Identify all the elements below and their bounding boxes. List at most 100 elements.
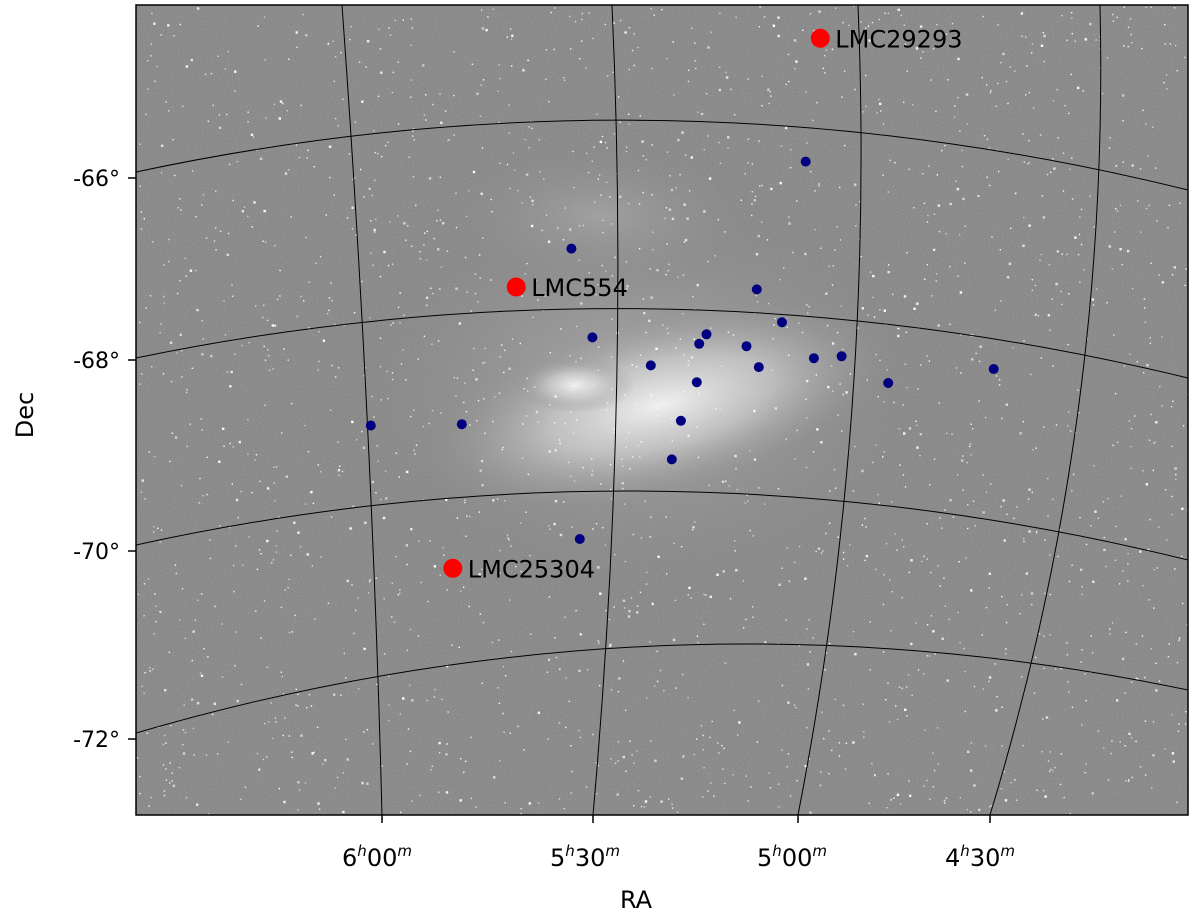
star	[995, 105, 997, 107]
star	[947, 79, 949, 81]
star	[1031, 279, 1033, 281]
star	[796, 200, 798, 202]
star	[933, 458, 936, 460]
star	[484, 347, 486, 350]
star	[481, 568, 483, 571]
star	[932, 630, 935, 633]
star	[572, 150, 574, 153]
star	[1111, 740, 1113, 742]
star	[1008, 262, 1012, 266]
star	[349, 38, 351, 41]
star	[1125, 780, 1127, 782]
star	[160, 144, 164, 147]
star	[318, 808, 321, 810]
star	[205, 754, 208, 756]
star	[272, 368, 274, 370]
star	[1041, 751, 1043, 753]
star	[509, 732, 511, 734]
star	[954, 105, 956, 107]
star	[297, 531, 300, 534]
star	[568, 15, 571, 18]
star	[1156, 567, 1158, 569]
star	[1056, 89, 1058, 91]
star	[173, 35, 175, 37]
star	[718, 752, 720, 754]
star	[865, 105, 867, 107]
star	[280, 606, 283, 609]
star	[503, 562, 506, 564]
star	[1142, 109, 1144, 112]
star	[1052, 365, 1054, 367]
star	[525, 415, 528, 417]
star	[1130, 428, 1133, 430]
star	[521, 295, 523, 297]
star	[497, 90, 499, 92]
star	[804, 252, 807, 256]
star	[382, 516, 386, 520]
star	[1130, 681, 1133, 684]
star	[1137, 200, 1139, 202]
star	[1175, 478, 1177, 481]
star	[721, 480, 725, 483]
star	[917, 388, 919, 390]
star	[581, 12, 583, 15]
star	[569, 475, 572, 478]
star	[227, 232, 230, 235]
star	[399, 713, 401, 715]
star	[597, 566, 600, 569]
star	[189, 423, 191, 425]
star	[1179, 202, 1181, 204]
star	[160, 323, 162, 325]
star	[673, 94, 675, 96]
star	[619, 19, 622, 22]
star	[949, 265, 951, 268]
star	[1103, 747, 1105, 749]
star	[990, 804, 993, 807]
highlight-point	[443, 558, 463, 578]
star	[1161, 336, 1163, 338]
star	[1095, 39, 1097, 41]
star	[883, 451, 885, 453]
star	[611, 318, 613, 320]
star	[263, 345, 265, 348]
star	[696, 426, 698, 428]
star	[1066, 642, 1068, 644]
star	[573, 186, 575, 189]
star	[1127, 26, 1130, 29]
star	[998, 379, 1001, 381]
star	[888, 721, 891, 723]
star	[595, 294, 597, 296]
star	[1139, 231, 1142, 233]
star	[145, 307, 147, 309]
star	[405, 544, 409, 547]
star	[1143, 307, 1146, 309]
star	[410, 18, 412, 20]
star	[671, 440, 673, 442]
star	[351, 420, 354, 424]
star	[754, 195, 757, 198]
star	[177, 206, 179, 209]
star	[733, 114, 736, 116]
star	[247, 215, 249, 218]
star	[792, 251, 794, 254]
star	[793, 39, 797, 42]
star	[412, 135, 414, 137]
star	[196, 702, 200, 705]
star	[860, 256, 862, 258]
star	[1116, 16, 1118, 19]
star	[233, 590, 235, 593]
star	[606, 409, 608, 411]
star	[724, 231, 726, 233]
star	[1010, 781, 1012, 784]
star	[763, 16, 766, 18]
star	[260, 637, 262, 639]
star	[781, 749, 783, 751]
star	[816, 428, 819, 431]
star	[666, 327, 668, 329]
star	[352, 178, 354, 181]
star	[898, 428, 901, 430]
data-point	[753, 362, 764, 373]
star	[408, 156, 410, 158]
star	[427, 600, 429, 603]
star	[422, 499, 425, 501]
